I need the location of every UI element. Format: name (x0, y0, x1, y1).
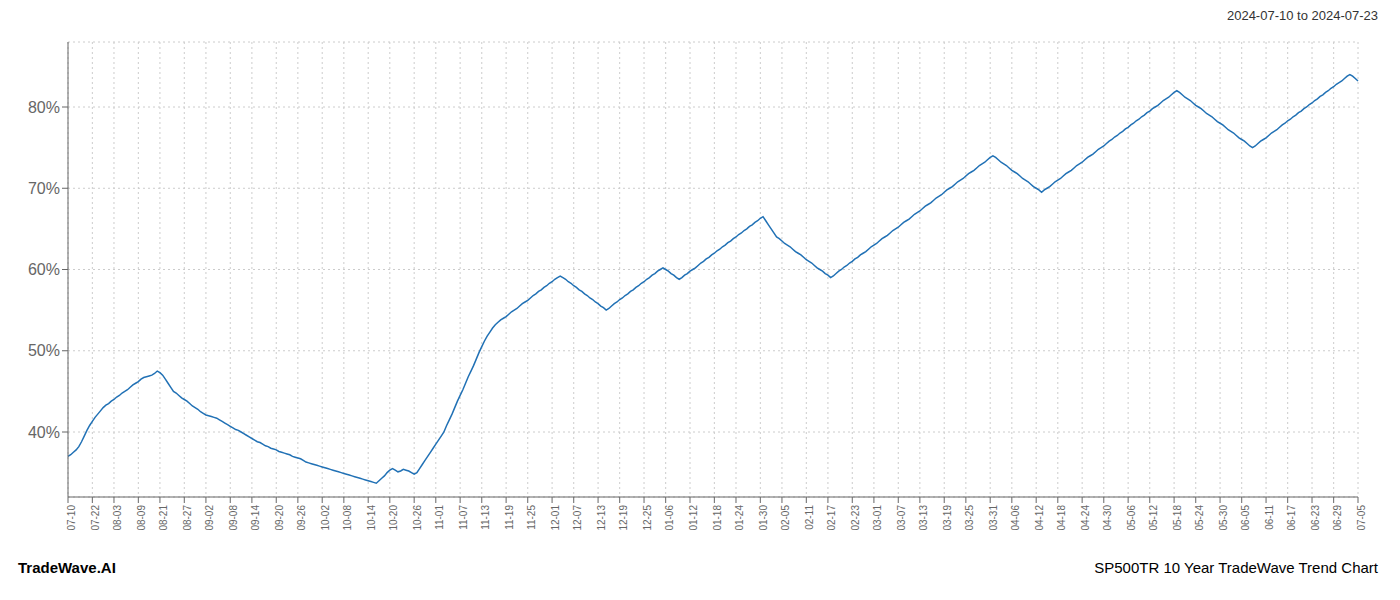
svg-text:09-26: 09-26 (296, 505, 307, 531)
svg-text:03-07: 03-07 (896, 505, 907, 531)
svg-text:08-27: 08-27 (182, 505, 193, 531)
svg-text:06-29: 06-29 (1332, 505, 1343, 531)
svg-text:06-23: 06-23 (1310, 505, 1321, 531)
svg-text:05-06: 05-06 (1126, 505, 1137, 531)
svg-text:08-03: 08-03 (112, 505, 123, 531)
svg-text:11-19: 11-19 (504, 505, 515, 530)
svg-text:06-05: 06-05 (1240, 505, 1251, 531)
svg-text:03-01: 03-01 (872, 505, 883, 531)
svg-text:09-14: 09-14 (250, 505, 261, 531)
svg-text:10-08: 10-08 (342, 505, 353, 531)
svg-text:11-25: 11-25 (526, 505, 537, 530)
html-text:2024-07-10 to 2024-07-23: 2024-07-10 to 2024-07-23 (1226, 8, 1378, 23)
svg-text:10-20: 10-20 (388, 505, 399, 531)
html-text:SP500TR 10 Year TradeWave Tren: SP500TR 10 Year TradeWave Trend Chart (1094, 558, 1378, 576)
svg-text:50%: 50% (28, 342, 60, 359)
svg-text:04-30: 04-30 (1102, 505, 1113, 531)
svg-text:06-11: 06-11 (1264, 505, 1275, 530)
svg-text:08-21: 08-21 (158, 505, 169, 531)
svg-text:04-24: 04-24 (1080, 505, 1091, 531)
svg-text:06-17: 06-17 (1286, 505, 1297, 531)
svg-text:05-18: 05-18 (1172, 505, 1183, 531)
svg-text:09-02: 09-02 (204, 505, 215, 531)
svg-text:07-22: 07-22 (90, 505, 101, 531)
svg-text:11-01: 11-01 (434, 505, 445, 530)
svg-text:04-06: 04-06 (1010, 505, 1021, 531)
svg-text:80%: 80% (28, 99, 60, 116)
svg-text:11-07: 11-07 (458, 505, 469, 530)
svg-text:60%: 60% (28, 261, 60, 278)
svg-text:12-01: 12-01 (550, 505, 561, 531)
svg-text:10-02: 10-02 (320, 505, 331, 531)
html-text:TradeWave.AI: TradeWave.AI (18, 558, 116, 576)
svg-text:01-24: 01-24 (734, 505, 745, 531)
svg-text:01-06: 01-06 (664, 505, 675, 531)
svg-text:09-08: 09-08 (228, 505, 239, 531)
svg-text:12-25: 12-25 (642, 505, 653, 531)
svg-text:12-19: 12-19 (618, 505, 629, 531)
svg-text:03-13: 03-13 (918, 505, 929, 531)
svg-text:04-12: 04-12 (1034, 505, 1045, 531)
svg-text:10-26: 10-26 (412, 505, 423, 531)
svg-text:05-30: 05-30 (1218, 505, 1229, 531)
svg-text:08-09: 08-09 (136, 505, 147, 531)
svg-text:03-31: 03-31 (988, 505, 999, 531)
svg-text:02-11: 02-11 (804, 505, 815, 530)
svg-text:01-12: 01-12 (688, 505, 699, 531)
svg-text:09-20: 09-20 (274, 505, 285, 531)
svg-text:11-13: 11-13 (480, 505, 491, 530)
svg-text:12-13: 12-13 (596, 505, 607, 531)
svg-text:01-18: 01-18 (712, 505, 723, 531)
svg-text:05-12: 05-12 (1148, 505, 1159, 531)
svg-text:02-05: 02-05 (780, 505, 791, 531)
svg-text:02-23: 02-23 (850, 505, 861, 531)
svg-text:07-10: 07-10 (66, 505, 77, 531)
svg-text:04-18: 04-18 (1056, 505, 1067, 531)
svg-text:07-05: 07-05 (1356, 505, 1367, 531)
svg-text:70%: 70% (28, 180, 60, 197)
svg-text:03-19: 03-19 (942, 505, 953, 531)
svg-text:10-14: 10-14 (366, 505, 377, 531)
svg-text:01-30: 01-30 (758, 505, 769, 531)
svg-text:40%: 40% (28, 424, 60, 441)
svg-text:03-25: 03-25 (964, 505, 975, 531)
svg-text:05-24: 05-24 (1194, 505, 1205, 531)
svg-text:12-07: 12-07 (572, 505, 583, 531)
svg-text:02-17: 02-17 (826, 505, 837, 531)
